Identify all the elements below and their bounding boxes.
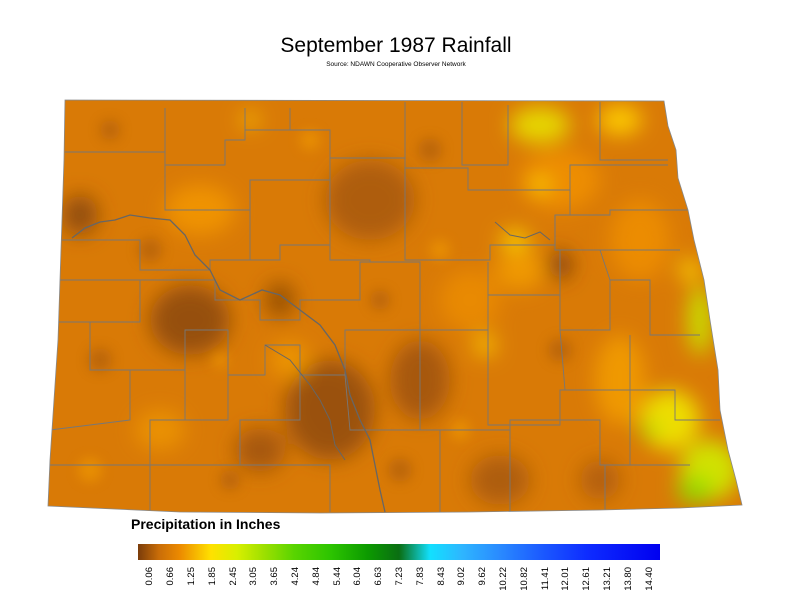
- missouri-river: [71, 214, 386, 513]
- precip-colorbar: [138, 544, 660, 560]
- precip-field: [48, 100, 742, 513]
- county-boundaries: [48, 102, 720, 512]
- map-source: Source: NDAWN Cooperative Observer Netwo…: [326, 61, 466, 68]
- legend-title: Precipitation in Inches: [131, 516, 281, 532]
- map-title: September 1987 Rainfall: [280, 34, 512, 57]
